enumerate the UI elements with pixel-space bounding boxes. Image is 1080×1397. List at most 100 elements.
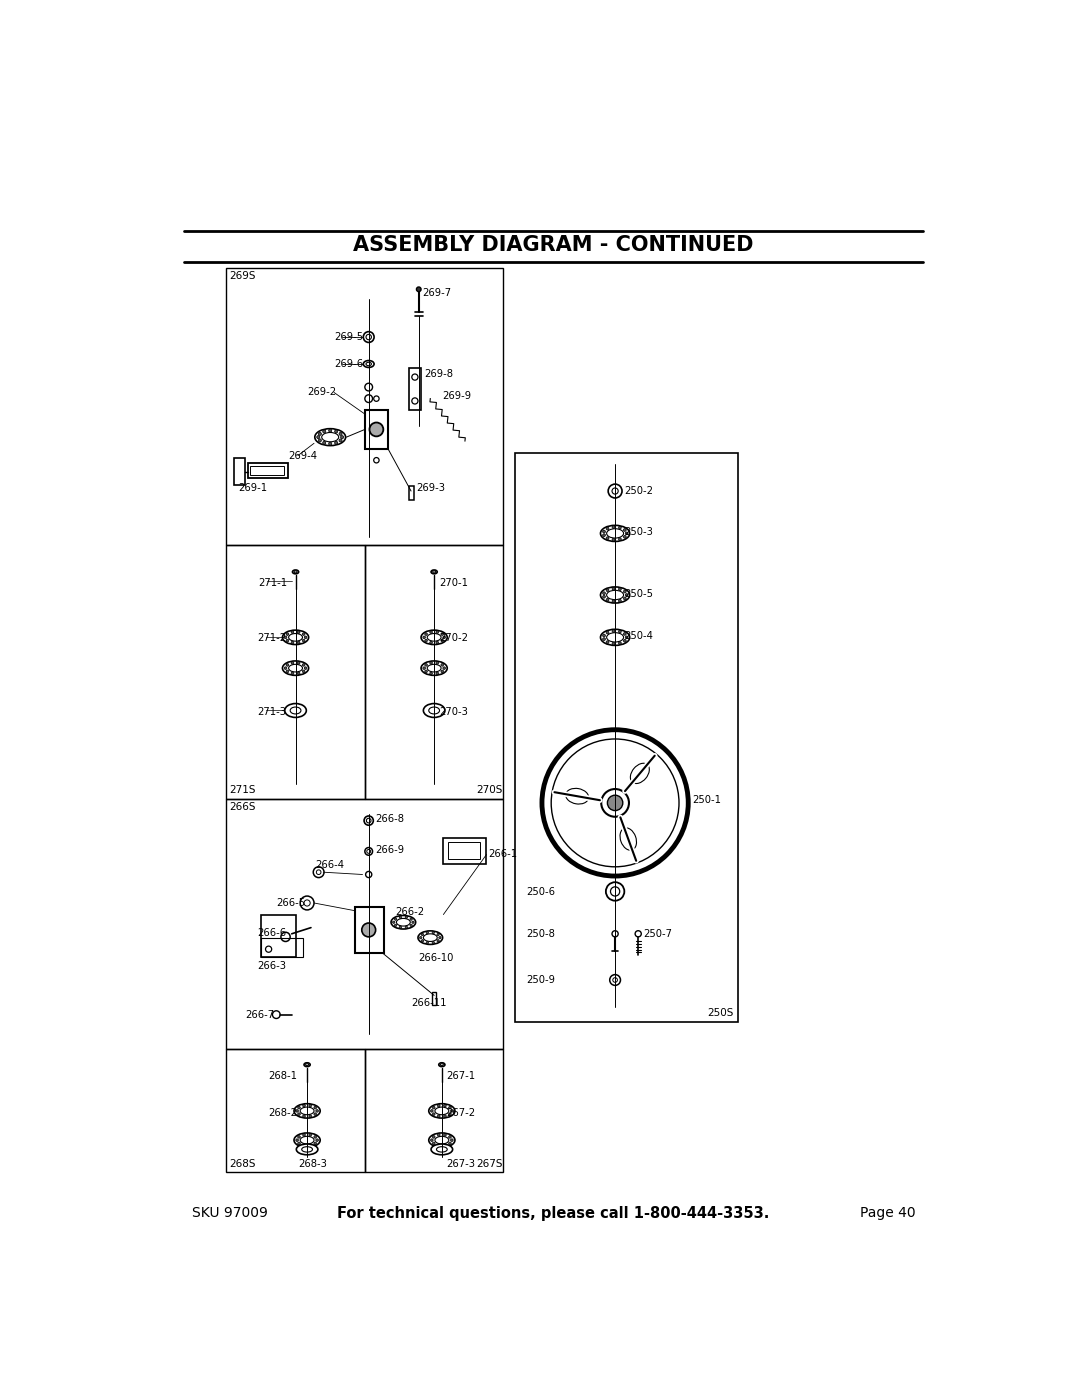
Text: 266-7: 266-7	[245, 1010, 274, 1020]
Circle shape	[400, 916, 402, 918]
Circle shape	[314, 1136, 316, 1139]
Text: 266-2: 266-2	[395, 907, 424, 916]
Text: 269-5: 269-5	[334, 332, 363, 342]
Circle shape	[432, 932, 434, 933]
Bar	[432, 992, 436, 1006]
Circle shape	[297, 672, 300, 675]
Circle shape	[623, 633, 626, 636]
Ellipse shape	[305, 1063, 310, 1067]
Circle shape	[432, 1106, 435, 1109]
Circle shape	[430, 672, 432, 675]
Circle shape	[437, 933, 440, 936]
Circle shape	[441, 640, 444, 641]
Text: 266-4: 266-4	[314, 861, 343, 870]
Text: 268S: 268S	[229, 1158, 256, 1169]
Circle shape	[444, 1105, 446, 1106]
Circle shape	[432, 1136, 435, 1139]
Circle shape	[436, 662, 438, 664]
Text: 271-1: 271-1	[258, 578, 287, 588]
Circle shape	[405, 926, 407, 929]
Circle shape	[284, 636, 287, 638]
Bar	[226, 268, 503, 545]
Circle shape	[431, 1139, 433, 1141]
Ellipse shape	[294, 1104, 320, 1118]
Circle shape	[369, 422, 383, 436]
Circle shape	[300, 895, 314, 909]
Circle shape	[623, 640, 626, 643]
Circle shape	[421, 940, 423, 942]
Circle shape	[394, 925, 396, 926]
Ellipse shape	[421, 630, 447, 644]
Ellipse shape	[294, 1133, 320, 1147]
Text: 266S: 266S	[229, 802, 256, 812]
Circle shape	[437, 1115, 440, 1118]
Circle shape	[448, 1136, 451, 1139]
Text: 269S: 269S	[229, 271, 256, 281]
Text: 269-6: 269-6	[334, 359, 363, 369]
Circle shape	[284, 666, 287, 669]
Circle shape	[606, 536, 609, 539]
Circle shape	[603, 595, 606, 598]
Circle shape	[430, 641, 432, 644]
Text: 270S: 270S	[476, 785, 503, 795]
Text: 266-6: 266-6	[257, 928, 286, 937]
Ellipse shape	[429, 1133, 455, 1147]
Circle shape	[606, 588, 609, 591]
Circle shape	[625, 594, 629, 597]
Circle shape	[314, 1106, 316, 1109]
Circle shape	[305, 636, 307, 638]
Circle shape	[444, 1133, 446, 1136]
Circle shape	[319, 439, 322, 441]
Circle shape	[606, 882, 624, 901]
Circle shape	[286, 664, 288, 666]
Circle shape	[606, 641, 609, 644]
Circle shape	[441, 633, 444, 636]
Text: 250-6: 250-6	[527, 887, 555, 897]
Bar	[408, 367, 421, 411]
Bar	[261, 937, 303, 957]
Text: 267-1: 267-1	[446, 1071, 475, 1081]
Circle shape	[444, 1144, 446, 1147]
Circle shape	[437, 1105, 440, 1106]
Bar	[355, 907, 384, 953]
Circle shape	[436, 641, 438, 644]
Circle shape	[328, 429, 332, 432]
Bar	[365, 1049, 503, 1172]
Circle shape	[436, 672, 438, 675]
Ellipse shape	[283, 661, 309, 675]
Circle shape	[309, 1144, 311, 1147]
Ellipse shape	[600, 587, 630, 604]
Circle shape	[438, 936, 441, 939]
Circle shape	[612, 525, 615, 528]
Ellipse shape	[314, 429, 346, 446]
Bar	[365, 545, 503, 799]
Text: 267S: 267S	[476, 1158, 503, 1169]
Circle shape	[297, 631, 300, 633]
Circle shape	[424, 640, 428, 641]
Bar	[261, 915, 296, 957]
Circle shape	[419, 936, 422, 939]
Circle shape	[364, 816, 374, 826]
Circle shape	[302, 1133, 306, 1136]
Circle shape	[623, 528, 626, 531]
Ellipse shape	[631, 763, 649, 784]
Circle shape	[298, 1106, 300, 1109]
Circle shape	[328, 443, 332, 446]
Circle shape	[302, 1105, 306, 1106]
Circle shape	[619, 588, 621, 591]
Circle shape	[292, 631, 294, 633]
Text: 250-4: 250-4	[624, 631, 653, 641]
Ellipse shape	[566, 788, 589, 805]
Text: 267-3: 267-3	[446, 1158, 475, 1169]
Circle shape	[619, 630, 621, 633]
Circle shape	[286, 671, 288, 673]
Text: 266-3: 266-3	[257, 961, 286, 971]
Circle shape	[619, 538, 621, 541]
Circle shape	[286, 633, 288, 636]
Circle shape	[612, 587, 615, 590]
Circle shape	[296, 1109, 298, 1112]
Bar	[251, 465, 284, 475]
Circle shape	[431, 1109, 433, 1112]
Circle shape	[430, 631, 432, 633]
Ellipse shape	[429, 1104, 455, 1118]
